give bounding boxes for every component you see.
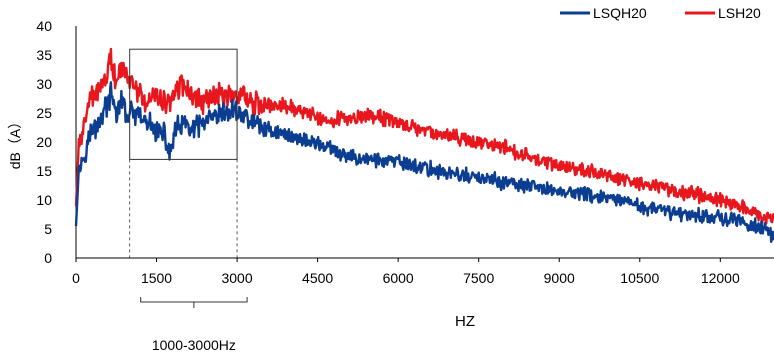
x-axis: 0 1500 3000 4500 6000 7500 9000 10500 12000 HZ xyxy=(72,257,774,330)
y-tick-label: 35 xyxy=(36,47,52,63)
x-tick-label: 12000 xyxy=(701,270,740,286)
legend-label-lsqh20: LSQH20 xyxy=(593,5,647,21)
y-axis: 0 5 10 15 20 25 30 35 40 dB（A） xyxy=(7,18,77,266)
series-layer xyxy=(74,47,774,244)
y-tick-label: 25 xyxy=(36,105,52,121)
y-tick-label: 5 xyxy=(44,221,52,237)
x-tick-label: 10500 xyxy=(620,270,659,286)
x-tick-label: 1500 xyxy=(141,270,172,286)
frequency-highlight: 1000-3000Hz xyxy=(129,48,248,353)
x-tick-label: 9000 xyxy=(544,270,575,286)
x-axis-title: HZ xyxy=(455,313,475,330)
x-tick-label: 7500 xyxy=(463,270,494,286)
highlight-label: 1000-3000Hz xyxy=(152,337,236,353)
x-tick-labels: 0 1500 3000 4500 6000 7500 9000 10500 12000 xyxy=(72,258,740,286)
series-line-lsh20 xyxy=(74,47,774,225)
y-tick-label: 10 xyxy=(36,192,52,208)
y-tick-labels: 0 5 10 15 20 25 30 35 40 xyxy=(36,18,52,266)
y-axis-title: dB（A） xyxy=(7,115,23,169)
highlight-box xyxy=(129,48,238,160)
legend-label-lsh20: LSH20 xyxy=(718,5,761,21)
series-line-lsqh20 xyxy=(74,81,774,244)
x-tick-label: 3000 xyxy=(221,270,252,286)
highlight-bracket xyxy=(140,297,248,308)
y-tick-label: 15 xyxy=(36,163,52,179)
x-tick-label: 4500 xyxy=(302,270,333,286)
x-tick-label: 0 xyxy=(72,270,80,286)
legend: LSQH20 LSH20 xyxy=(560,5,761,21)
x-tick-label: 6000 xyxy=(383,270,414,286)
y-tick-label: 40 xyxy=(36,18,52,34)
y-tick-label: 20 xyxy=(36,134,52,150)
y-tick-label: 30 xyxy=(36,76,52,92)
y-tick-label: 0 xyxy=(44,250,52,266)
